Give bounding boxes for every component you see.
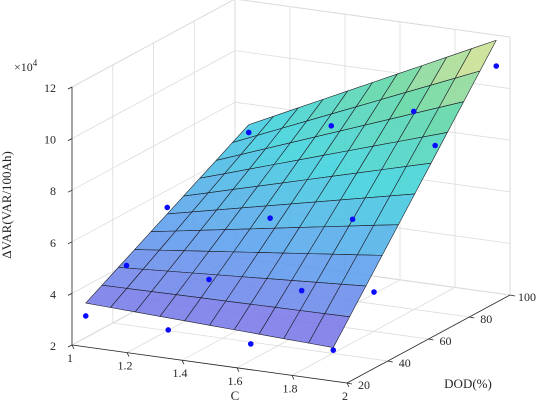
y-tick-mark bbox=[428, 338, 434, 341]
z-exponent-label: ×104 bbox=[14, 58, 38, 74]
x-tick-label: 1.6 bbox=[228, 374, 243, 388]
data-point bbox=[164, 204, 171, 211]
x-tick-mark bbox=[181, 360, 185, 365]
data-point bbox=[349, 216, 356, 223]
x-tick-mark bbox=[236, 367, 240, 372]
y-tick-label: 40 bbox=[399, 356, 411, 370]
data-point bbox=[410, 108, 417, 115]
data-point bbox=[267, 215, 273, 221]
x-tick-mark bbox=[346, 382, 350, 388]
x-axis-line bbox=[71, 344, 348, 384]
data-point bbox=[123, 262, 130, 269]
x-tick-label: 1.2 bbox=[118, 359, 133, 373]
data-point bbox=[298, 287, 305, 294]
data-point bbox=[206, 276, 212, 283]
x-tick-mark bbox=[126, 352, 130, 357]
left-grid-z bbox=[71, 0, 234, 88]
y-tick-mark bbox=[387, 360, 393, 363]
data-point bbox=[328, 123, 335, 129]
z-tick-label: 2 bbox=[50, 339, 56, 353]
data-point bbox=[82, 313, 89, 319]
y-tick-mark bbox=[509, 294, 516, 297]
y-tick-label: 20 bbox=[358, 378, 370, 392]
data-point bbox=[165, 327, 172, 333]
axes: 1 1.2 1.4 1.6 1.8 2 20 40 60 80 100 2 4 6 8 10 12 bbox=[44, 81, 536, 403]
data-point bbox=[493, 63, 500, 69]
surface-cell bbox=[308, 313, 350, 348]
x-tick-mark bbox=[291, 375, 295, 380]
y-axis-label: DOD(%) bbox=[444, 376, 492, 391]
y-tick-mark bbox=[469, 316, 475, 319]
data-point bbox=[371, 289, 377, 295]
z-tick-mark bbox=[67, 138, 73, 141]
z-tick-mark bbox=[67, 241, 73, 245]
data-point bbox=[330, 347, 337, 353]
z-tick-label: 6 bbox=[50, 236, 56, 250]
x-tick-label: 1.8 bbox=[283, 381, 298, 395]
y-tick-label: 60 bbox=[440, 334, 452, 348]
left-grid-z bbox=[71, 101, 236, 191]
z-exponent-power: 4 bbox=[33, 58, 38, 68]
x-tick-label: 2 bbox=[342, 389, 348, 403]
x-tick-label: 1 bbox=[67, 351, 73, 365]
data-point bbox=[247, 341, 254, 347]
z-tick-label: 12 bbox=[44, 81, 56, 95]
x-tick-label: 1.4 bbox=[173, 366, 188, 380]
left-grid-z bbox=[71, 50, 236, 139]
y-tick-mark bbox=[346, 382, 353, 385]
data-points bbox=[82, 63, 500, 353]
data-point bbox=[432, 142, 438, 149]
back-grid-z bbox=[239, 0, 511, 38]
z-tick-mark bbox=[67, 344, 73, 348]
x-axis-label: C bbox=[231, 388, 240, 403]
z-tick-mark bbox=[67, 86, 73, 90]
y-tick-label: 100 bbox=[518, 290, 536, 304]
z-tick-mark bbox=[67, 293, 73, 296]
z-axis-label: ΔVAR(VAR/100Ah) bbox=[0, 151, 14, 259]
surface-mesh bbox=[85, 39, 497, 348]
z-tick-label: 8 bbox=[50, 184, 56, 198]
z-tick-label: 4 bbox=[50, 287, 56, 301]
y-tick-label: 80 bbox=[480, 312, 492, 326]
x-tick-mark bbox=[71, 344, 75, 350]
data-point bbox=[245, 129, 252, 136]
z-tick-mark bbox=[67, 189, 73, 193]
z-tick-label: 10 bbox=[44, 133, 56, 147]
left-grid-z bbox=[71, 153, 236, 243]
